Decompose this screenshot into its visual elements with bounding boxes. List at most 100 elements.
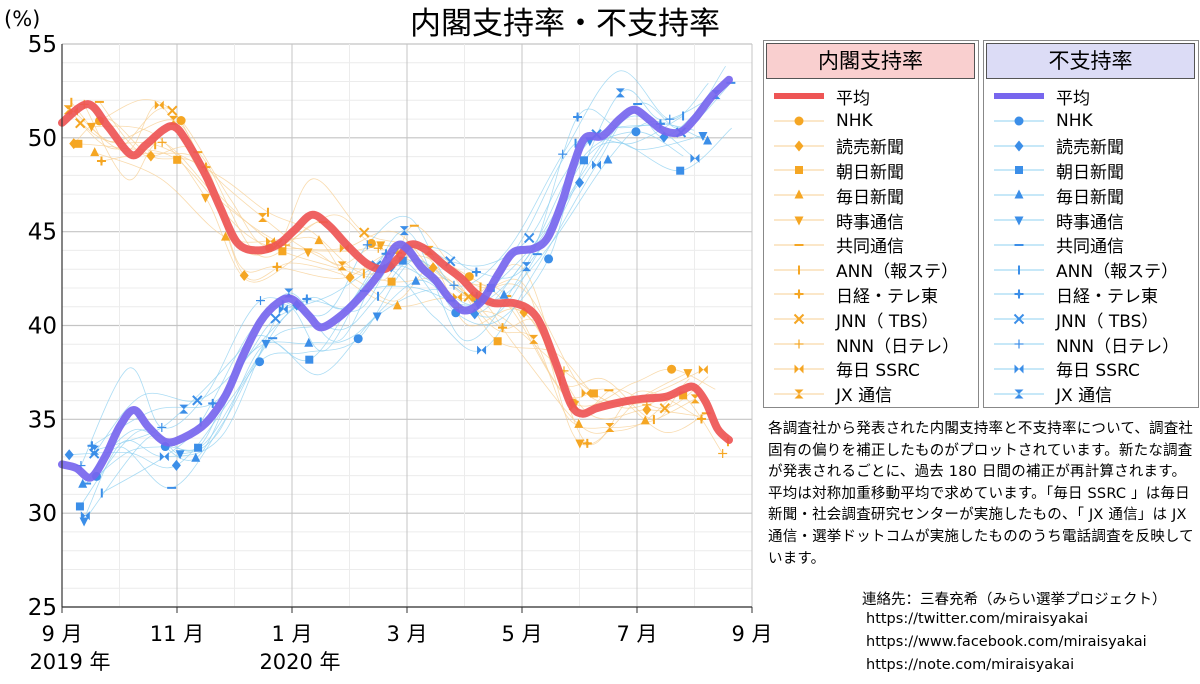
circle-marker [667, 364, 677, 374]
circle-icon [994, 116, 1044, 126]
legend-support-item: 朝日新聞 [770, 158, 904, 183]
circle-marker [794, 116, 804, 126]
square-icon [994, 166, 1044, 175]
x-tick-label: 7 月 [616, 622, 657, 646]
legend-label: 共同通信 [1056, 237, 1124, 258]
hourglass-marker [337, 261, 347, 271]
legend-label: ANN（報ステ） [1056, 262, 1179, 283]
square-marker [278, 247, 287, 256]
note-link[interactable]: https://note.com/miraisyakai [866, 657, 1075, 673]
circle-marker [176, 116, 186, 126]
x-marker [167, 105, 178, 116]
legend-label: 毎日 SSRC [836, 361, 920, 382]
triangle-down-marker [683, 369, 693, 379]
x-tick-year-label: 2019 年 [29, 650, 110, 674]
vbar-icon [994, 265, 1044, 275]
diamond-marker [64, 449, 74, 461]
bowtie-marker [1014, 364, 1024, 374]
legend-disapproval-item: 時事通信 [990, 208, 1124, 233]
bowtie-marker [278, 304, 288, 314]
triangle-down-marker [698, 131, 708, 141]
survey-line [86, 82, 732, 489]
legend-support-item: 共同通信 [770, 233, 904, 257]
hourglass-marker [529, 334, 539, 344]
bowtie-marker [794, 364, 804, 374]
twitter-link[interactable]: https://twitter.com/miraisyakai [866, 611, 1089, 627]
y-tick-label: 50 [28, 126, 57, 152]
x-marker [659, 403, 671, 414]
x-tick-label: 11 月 [150, 622, 204, 646]
diamond-icon [994, 140, 1044, 152]
methodology-note: 各調査社から発表された内閣支持率と不支持率について、調査社固有の偏りを補正したも… [768, 421, 1194, 567]
x-marker [75, 118, 86, 129]
hourglass-marker [794, 389, 804, 399]
y-tick-label: 55 [28, 32, 57, 58]
hourglass-marker [615, 88, 625, 98]
plus-icon [774, 339, 824, 349]
plus-icon [994, 339, 1044, 349]
grid [61, 43, 753, 608]
plus-marker [558, 149, 568, 159]
triangle-down-marker [175, 450, 185, 460]
line-icon [994, 93, 1044, 99]
y-tick-label: 45 [28, 220, 57, 246]
bowtie-icon [994, 364, 1044, 374]
diamond-marker [1014, 140, 1024, 152]
triangle-down-marker [79, 517, 89, 527]
square-marker [493, 337, 502, 346]
legend-support-item: ANN（報ステ） [770, 258, 958, 282]
triangle-up-icon [774, 189, 824, 199]
legend-disapproval-item: JX 通信 [990, 382, 1112, 406]
plus-marker [794, 339, 804, 349]
dash-icon [774, 243, 824, 246]
x-icon [774, 313, 824, 325]
square-marker [676, 166, 685, 175]
legend-label: 朝日新聞 [1056, 162, 1124, 183]
x-tick-label: 1 月 [271, 622, 312, 646]
legend-label: 平均 [1056, 88, 1090, 109]
legend-disapproval-item: 日経・テレ東 [990, 282, 1158, 307]
square-marker [387, 277, 396, 286]
bowtie-marker [690, 153, 700, 163]
triangle-down-marker [376, 241, 386, 251]
x-tick-label: 9 月 [731, 622, 772, 646]
circle-marker [366, 238, 376, 248]
survey-line [99, 99, 716, 407]
legend-label: 毎日 SSRC [1056, 361, 1140, 382]
circle-marker [631, 127, 641, 137]
legend-label: 毎日新聞 [836, 187, 904, 208]
legend-support-item: 毎日 SSRC [770, 357, 920, 381]
legend-label: 日経・テレ東 [836, 286, 938, 307]
facebook-link[interactable]: https://www.facebook.com/miraisyakai [866, 634, 1147, 650]
survey-line [94, 89, 717, 451]
triangle-down-marker [303, 248, 313, 258]
bowtie-marker [698, 365, 708, 375]
diamond-marker [428, 262, 438, 274]
y-tick-label: 40 [28, 314, 57, 340]
legend-label: 読売新聞 [1056, 138, 1124, 159]
triangle-down-marker [87, 122, 97, 132]
triangle-down-marker [261, 339, 271, 349]
legend-disapproval-item: 毎日 SSRC [990, 357, 1140, 381]
x-marker [523, 232, 535, 244]
legend-disapproval-item: JNN（ TBS） [990, 307, 1158, 332]
triangle-up-icon [994, 189, 1044, 199]
legend-disapproval-item: NHK [990, 109, 1093, 133]
contact-label: 連絡先：三春充希（みらい選挙プロジェクト） [862, 592, 1167, 608]
legend-disapproval-title: 不支持率 [986, 43, 1195, 79]
disapproval-average-line [58, 75, 733, 482]
diamond-marker [794, 140, 804, 152]
hourglass-icon [774, 389, 824, 399]
bowtie-marker [80, 511, 90, 521]
x-tick-year-label: 2020 年 [259, 650, 340, 674]
bowtie-marker [592, 160, 602, 170]
diamond-marker [146, 150, 156, 162]
vbar-icon [774, 265, 824, 275]
chart-title: 内閣支持率・不支持率 [410, 6, 720, 42]
x-marker [192, 395, 203, 406]
triangle-up-marker [603, 154, 613, 164]
legend-support-item: 読売新聞 [770, 134, 904, 158]
hourglass-marker [399, 226, 409, 236]
star-icon [994, 289, 1044, 299]
